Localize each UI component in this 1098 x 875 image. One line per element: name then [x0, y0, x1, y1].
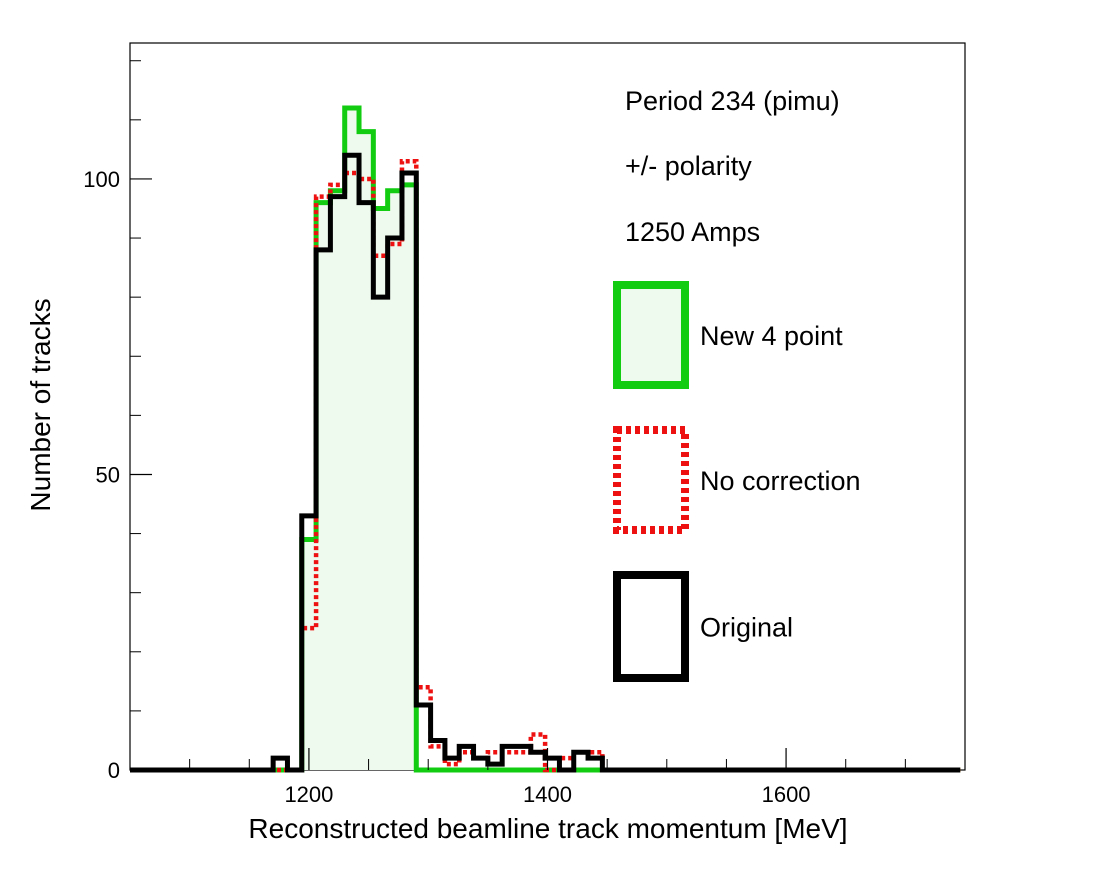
legend-label-0: New 4 point [700, 321, 843, 351]
annotation-text: +/- polarity [625, 151, 752, 181]
series-layer [130, 105, 965, 773]
x-tick-label: 1600 [762, 782, 811, 807]
y-tick-label: 0 [108, 758, 120, 783]
y-axis-title: Number of tracks [25, 298, 56, 511]
axis-layer: 1200 1400 1600 0 50 100 [83, 60, 906, 807]
legend-swatch-0 [613, 281, 689, 389]
series-fill-0 [130, 108, 965, 771]
x-axis-title: Reconstructed beamline track momentum [M… [248, 813, 847, 844]
legend-label-2: Original [700, 613, 793, 643]
annotation-text: 1250 Amps [625, 217, 760, 247]
x-tick-label: 1400 [523, 782, 572, 807]
x-tick-label: 1200 [284, 782, 333, 807]
y-tick-label: 50 [96, 462, 120, 487]
legend-label-1: No correction [700, 466, 861, 496]
annotation-text: Period 234 (pimu) [625, 86, 840, 116]
series-line-0 [130, 105, 961, 773]
text-layer: Reconstructed beamline track momentum [M… [25, 86, 848, 844]
plot-frame [129, 42, 966, 771]
legend-swatch-2 [613, 571, 689, 682]
legend: New 4 point No correction Original [613, 281, 861, 682]
series-line-2 [130, 152, 961, 773]
legend-swatch-1 [613, 426, 689, 534]
y-tick-label: 100 [83, 167, 120, 192]
